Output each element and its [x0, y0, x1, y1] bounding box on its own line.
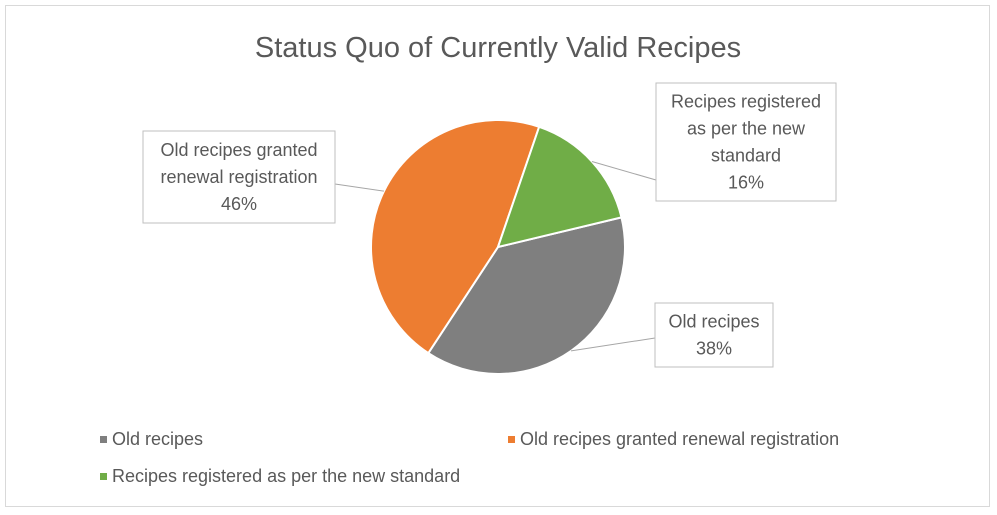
data-label-renewal-registration: renewal registration — [160, 167, 317, 187]
leader-line-new-standard — [591, 161, 657, 181]
pie-slice-old-recipes — [426, 216, 626, 375]
data-label-callouts: Old recipes 38% Old recipes granted renewal… — [142, 82, 837, 368]
legend-label-new-standard: Recipes registered as per the new standa… — [112, 466, 460, 486]
callout-box-renewal-registration — [142, 130, 336, 224]
chart-legend: Old recipes Old recipes granted renewal r… — [100, 429, 839, 486]
legend-label-old-recipes: Old recipes — [112, 429, 203, 449]
legend-marker-new-standard — [100, 473, 107, 480]
data-label-new-standard: standard — [711, 146, 781, 166]
callout-box-new-standard — [655, 82, 837, 202]
data-label-old-recipes: Old recipes — [668, 312, 759, 332]
leader-line-renewal-registration — [334, 183, 385, 192]
data-label-renewal-registration: 46% — [221, 194, 257, 214]
data-label-new-standard: Recipes registered — [671, 92, 821, 112]
leader-line-old-recipes — [570, 337, 656, 352]
data-label-old-recipes: 38% — [696, 339, 732, 359]
chart-title: Status Quo of Currently Valid Recipes — [255, 32, 741, 64]
legend-label-renewal-registration: Old recipes granted renewal registration — [520, 429, 839, 449]
pie-slices — [370, 119, 626, 375]
data-label-new-standard: 16% — [728, 173, 764, 193]
callout-box-old-recipes — [654, 302, 774, 368]
data-label-renewal-registration: Old recipes granted — [160, 140, 317, 160]
data-label-new-standard: as per the new — [687, 119, 806, 139]
legend-marker-renewal-registration — [508, 436, 515, 443]
legend-marker-old-recipes — [100, 436, 107, 443]
